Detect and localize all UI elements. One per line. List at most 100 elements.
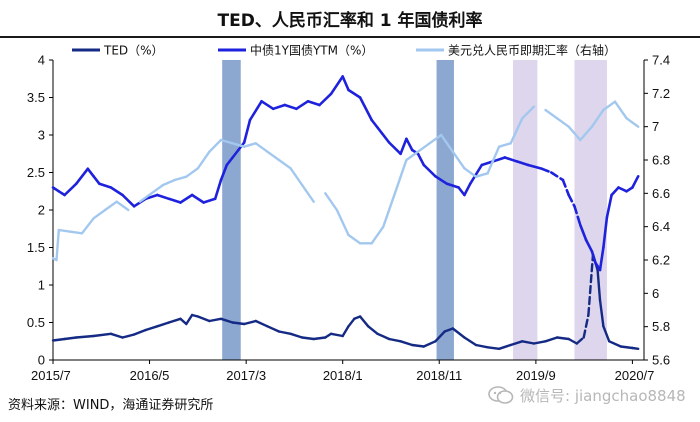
series-segment bbox=[474, 172, 489, 178]
series-segment bbox=[405, 137, 414, 152]
series-lines bbox=[51, 75, 640, 350]
series-segment bbox=[509, 340, 524, 347]
series-2 bbox=[51, 75, 640, 272]
series-segment bbox=[521, 105, 536, 120]
series-segment bbox=[202, 197, 217, 204]
series-segment bbox=[567, 193, 576, 208]
series-segment bbox=[295, 99, 310, 111]
series-segment bbox=[370, 225, 385, 245]
series-segment bbox=[440, 133, 454, 153]
left-tick-label: 2 bbox=[38, 203, 45, 218]
series-segment bbox=[387, 337, 402, 343]
series-segment bbox=[63, 182, 78, 197]
series-segment bbox=[156, 193, 171, 201]
series-segment bbox=[225, 156, 234, 167]
right-tick-label: 5.6 bbox=[652, 353, 670, 368]
series-segment bbox=[602, 216, 609, 249]
series-segment bbox=[631, 175, 640, 189]
axes: 0 0.5 1 1.5 2 2.5 3 3.5 4 5.6 5.8 6 6.2 6.4 6.6 6.8 7 7.2… bbox=[27, 53, 670, 383]
series-segment bbox=[57, 228, 72, 233]
series-segment bbox=[329, 75, 345, 96]
legend-label: 美元兑人民币即期汇率（右轴） bbox=[448, 43, 616, 58]
series-segment bbox=[121, 193, 136, 208]
chart-area: 0 0.5 1 1.5 2 2.5 3 3.5 4 5.6 5.8 6 6.2 6.4 6.6 6.8 7 7.2… bbox=[27, 43, 670, 383]
series-segment bbox=[579, 125, 594, 142]
series-segment bbox=[575, 336, 585, 345]
series-segment bbox=[341, 325, 350, 338]
right-tick-label: 6 bbox=[652, 286, 659, 301]
series-segment bbox=[434, 175, 449, 186]
series-segment bbox=[555, 336, 570, 341]
series-segment bbox=[92, 208, 107, 220]
right-tick-label: 6.8 bbox=[652, 153, 670, 168]
series-segment bbox=[63, 336, 78, 341]
series-segment bbox=[619, 345, 634, 350]
series-segment bbox=[74, 167, 90, 186]
x-tick-label: 2019/9 bbox=[516, 368, 556, 382]
series-segment bbox=[300, 336, 315, 341]
series-segment bbox=[289, 167, 304, 187]
series-segment bbox=[367, 325, 379, 335]
series-segment bbox=[598, 246, 605, 272]
series-segment bbox=[416, 152, 426, 167]
series-1 bbox=[51, 253, 640, 350]
series-segment bbox=[74, 334, 95, 339]
left-tick-label: 1 bbox=[38, 278, 45, 293]
series-segment bbox=[92, 332, 113, 338]
left-tick-label: 3.5 bbox=[27, 90, 45, 105]
left-tick-label: 0.5 bbox=[27, 315, 45, 330]
series-segment bbox=[497, 343, 512, 350]
series-segment bbox=[544, 336, 559, 343]
series-segment bbox=[434, 330, 446, 343]
x-tick-label: 2016/5 bbox=[130, 368, 170, 382]
x-tick-label: 2017/3 bbox=[226, 368, 266, 382]
series-segment bbox=[613, 100, 628, 120]
series-segment bbox=[382, 192, 397, 228]
title-divider bbox=[0, 36, 700, 38]
series-segment bbox=[167, 197, 182, 204]
series-segment bbox=[399, 340, 414, 347]
series-segment bbox=[602, 100, 617, 112]
left-tick-label: 3 bbox=[38, 128, 45, 143]
series-segment bbox=[521, 340, 536, 345]
series-segment bbox=[185, 313, 194, 326]
series-segment bbox=[598, 298, 605, 328]
series-segment bbox=[219, 138, 234, 145]
right-tick-label: 6.4 bbox=[652, 219, 670, 234]
left-tick-label: 1.5 bbox=[27, 240, 45, 255]
series-segment bbox=[219, 317, 234, 324]
series-segment bbox=[610, 186, 620, 197]
series-segment bbox=[605, 193, 613, 219]
series-segment bbox=[549, 171, 565, 182]
source-note: 资料来源：WIND，海通证券研究所 bbox=[8, 398, 214, 413]
x-tick-label: 2015/7 bbox=[31, 368, 71, 382]
series-segment bbox=[463, 182, 472, 197]
series-segment bbox=[587, 253, 595, 317]
series-segment bbox=[422, 340, 437, 348]
series-segment bbox=[179, 317, 188, 326]
series-segment bbox=[138, 192, 153, 203]
series-segment bbox=[567, 125, 582, 142]
series-segment bbox=[144, 325, 159, 332]
series-segment bbox=[445, 182, 460, 189]
series-segment bbox=[617, 186, 628, 193]
right-tick-label: 5.8 bbox=[652, 319, 670, 334]
series-segment bbox=[347, 317, 356, 328]
series-segment bbox=[173, 175, 188, 182]
chart-title: TED、人民币汇率和 1 年国债利率 bbox=[217, 11, 483, 31]
series-segment bbox=[347, 233, 362, 245]
series-segment bbox=[115, 200, 130, 212]
series-segment bbox=[544, 108, 559, 120]
series-segment bbox=[376, 332, 391, 341]
series-segment bbox=[260, 99, 275, 111]
series-segment bbox=[573, 205, 582, 227]
legend: TED（%） 中债1Y国债YTM（%） 美元兑人民币即期汇率（右轴） bbox=[72, 43, 616, 58]
series-segment bbox=[376, 126, 391, 144]
series-segment bbox=[492, 156, 507, 163]
series-segment bbox=[277, 330, 292, 335]
series-segment bbox=[132, 328, 147, 336]
series-segment bbox=[103, 200, 118, 212]
series-segment bbox=[329, 332, 344, 338]
series-segment bbox=[486, 346, 501, 350]
series-segment bbox=[150, 183, 165, 195]
